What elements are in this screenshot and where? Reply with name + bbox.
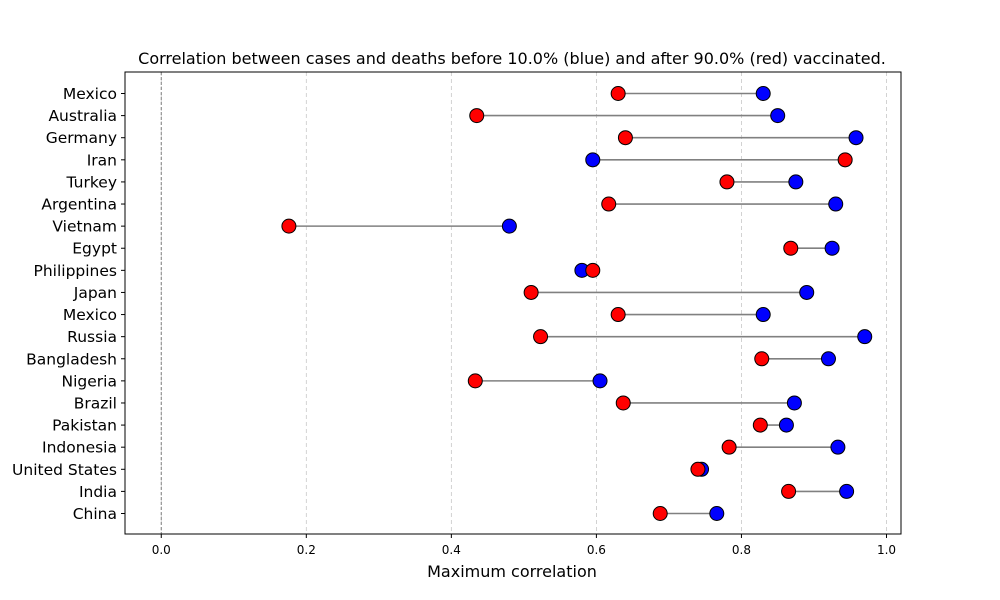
connector-layer	[288, 92, 865, 515]
y-tick-label: Philippines	[33, 262, 117, 280]
red-point	[721, 439, 737, 455]
red-point	[601, 196, 617, 212]
y-tick-label: Japan	[73, 284, 117, 302]
blue-point	[786, 395, 802, 411]
x-tick-label: 0.6	[587, 543, 606, 557]
x-axis-label: Maximum correlation	[427, 562, 597, 581]
y-tick-label: Argentina	[41, 196, 117, 214]
red-point	[610, 307, 626, 323]
y-tick-label: Russia	[67, 328, 117, 346]
chart-title: Correlation between cases and deaths bef…	[138, 49, 886, 68]
red-point	[754, 351, 770, 367]
red-point	[469, 108, 485, 124]
grid-layer	[160, 72, 887, 534]
x-axis: 0.0 0.2 0.4 0.6 0.8 1.0	[152, 534, 896, 557]
y-tick-label: Nigeria	[62, 372, 117, 390]
blue-point	[824, 240, 840, 256]
y-tick-label: Germany	[46, 129, 117, 147]
x-tick-label: 0.0	[152, 543, 171, 557]
red-point	[719, 174, 735, 190]
y-axis: Mexico Australia Germany Iran Turkey Argentin…	[12, 85, 125, 523]
blue-point	[755, 86, 771, 101]
blue-point	[770, 108, 786, 124]
red-point	[783, 240, 799, 256]
plot-frame	[124, 71, 902, 535]
blue-point	[592, 373, 608, 389]
y-tick-label: Vietnam	[52, 218, 117, 236]
red-point	[752, 417, 768, 433]
blue-point	[778, 417, 794, 433]
blue-point	[857, 329, 873, 345]
blue-point	[839, 483, 855, 499]
red-point	[585, 262, 601, 278]
x-tick-label: 0.8	[732, 543, 751, 557]
blue-point	[830, 439, 846, 455]
blue-point	[799, 284, 815, 300]
y-tick-label: Pakistan	[52, 417, 117, 435]
red-point	[533, 329, 549, 345]
y-tick-label: China	[73, 505, 117, 523]
y-tick-label: Brazil	[74, 394, 117, 412]
red-point	[690, 461, 706, 477]
blue-point	[820, 351, 836, 367]
y-tick-label: Iran	[87, 151, 117, 169]
y-tick-label: India	[79, 483, 117, 501]
y-tick-label: Egypt	[72, 240, 117, 258]
y-tick-label: Mexico	[63, 306, 117, 324]
red-point	[781, 483, 797, 499]
y-tick-label: Turkey	[66, 173, 117, 191]
y-tick-label: Australia	[48, 107, 117, 125]
red-point	[652, 506, 668, 521]
blue-point	[848, 130, 864, 146]
red-point	[467, 373, 483, 389]
marker-layer	[281, 86, 873, 521]
y-tick-label: Bangladesh	[26, 350, 117, 368]
x-tick-label: 1.0	[877, 543, 896, 557]
blue-point	[709, 506, 725, 521]
red-point	[610, 86, 626, 101]
red-point	[617, 130, 633, 146]
y-tick-label: United States	[12, 461, 117, 479]
y-tick-label: Indonesia	[42, 439, 117, 457]
red-point	[615, 395, 631, 411]
y-tick-label: Mexico	[63, 85, 117, 103]
blue-point	[501, 218, 517, 234]
blue-point	[755, 307, 771, 323]
red-point	[837, 152, 853, 168]
red-point	[281, 218, 297, 234]
red-point	[523, 284, 539, 300]
x-tick-label: 0.2	[297, 543, 316, 557]
blue-point	[828, 196, 844, 212]
x-tick-label: 0.4	[442, 543, 461, 557]
blue-point	[788, 174, 804, 190]
blue-point	[585, 152, 601, 168]
